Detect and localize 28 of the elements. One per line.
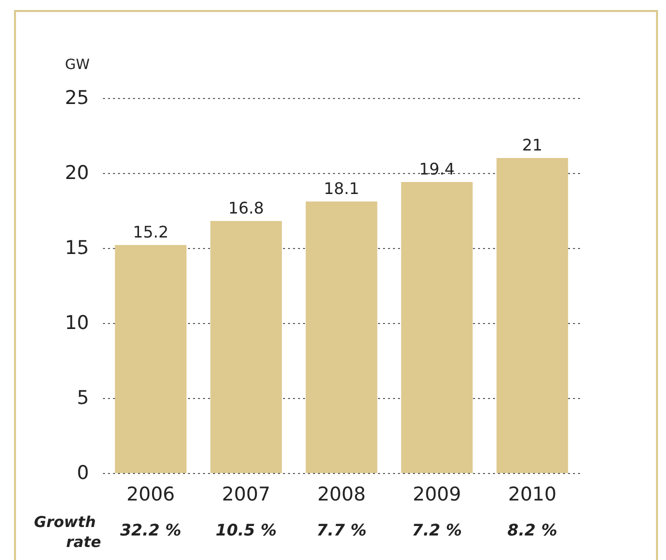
- data-label: 19.4: [419, 160, 455, 178]
- text: 8.2 %: [507, 520, 558, 540]
- bar: [496, 158, 568, 473]
- text: 7.2 %: [412, 520, 462, 540]
- text: 7.7 %: [316, 520, 366, 540]
- data-label: 15.2: [132, 222, 169, 242]
- text: 10.5 %: [216, 520, 277, 540]
- y-tick-label: 20: [64, 162, 89, 184]
- x-tick-label: 2008: [317, 484, 366, 506]
- y-tick-label: 10: [64, 312, 89, 334]
- bar: [114, 245, 186, 473]
- x-tick-label: 2006: [126, 484, 175, 506]
- bar: [210, 221, 282, 473]
- y-tick-label: 0: [76, 462, 89, 484]
- bar: [401, 182, 473, 473]
- x-tick-label: 2007: [222, 484, 270, 506]
- y-axis-title: GW: [65, 57, 90, 73]
- y-tick-label: 5: [76, 387, 89, 409]
- text: Growth rate: [34, 513, 101, 551]
- data-label: 18.1: [324, 179, 360, 198]
- y-tick-label: 25: [64, 87, 89, 109]
- text: 32.2 %: [120, 520, 182, 540]
- data-label: 21: [522, 136, 542, 154]
- x-tick-label: 2009: [412, 484, 462, 506]
- x-tick-label: 2010: [508, 484, 556, 506]
- bar: [306, 202, 378, 473]
- data-label: 16.8: [228, 198, 264, 218]
- y-tick-label: 15: [64, 237, 89, 259]
